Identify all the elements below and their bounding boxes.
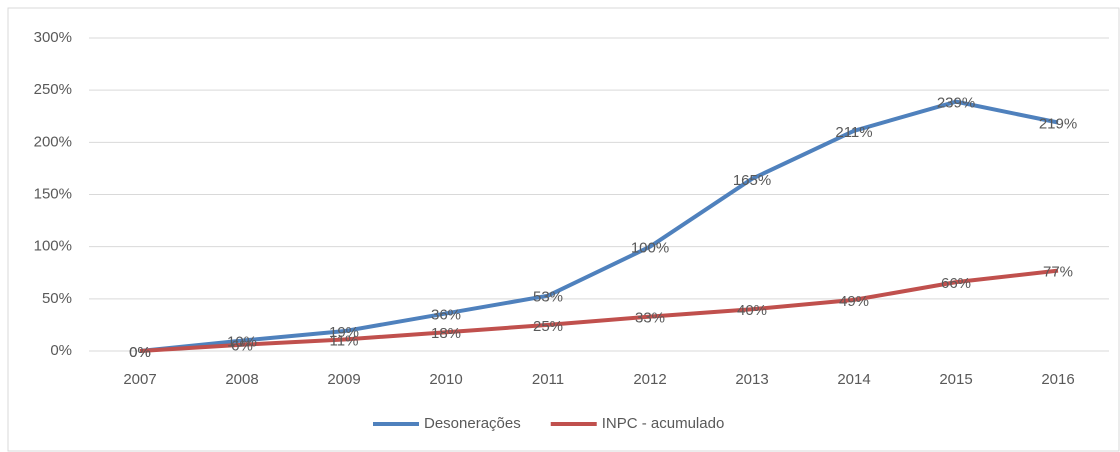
- data-label: 100%: [631, 240, 669, 257]
- data-label: 18%: [431, 325, 461, 342]
- data-label: 19%: [329, 324, 359, 341]
- x-tick-label: 2013: [735, 371, 768, 388]
- data-label: 6%: [231, 338, 253, 355]
- x-tick-label: 2015: [939, 371, 972, 388]
- y-tick-label: 150%: [34, 185, 72, 202]
- legend-label: INPC - acumulado: [602, 415, 725, 432]
- x-tick-label: 2008: [225, 371, 258, 388]
- data-label: 239%: [937, 95, 975, 112]
- data-label: 0%: [129, 344, 151, 361]
- y-tick-label: 200%: [34, 133, 72, 150]
- data-label: 219%: [1039, 115, 1077, 132]
- data-label: 211%: [835, 124, 872, 141]
- data-label: 66%: [941, 275, 971, 292]
- data-label: 25%: [533, 318, 563, 335]
- series-line: [139, 99, 1059, 353]
- y-tick-label: 100%: [34, 238, 72, 255]
- data-label: 165%: [733, 172, 771, 189]
- y-tick-label: 250%: [34, 81, 72, 98]
- series-line: [139, 268, 1059, 353]
- data-label: 49%: [839, 293, 869, 310]
- data-label: 53%: [533, 289, 563, 306]
- legend-label: Desonerações: [424, 415, 521, 432]
- x-tick-label: 2011: [532, 371, 564, 388]
- y-tick-label: 0%: [50, 342, 72, 359]
- data-label: 11%: [330, 332, 359, 349]
- data-label: 33%: [635, 310, 665, 327]
- chart-frame: [7, 7, 1120, 452]
- x-tick-label: 2010: [429, 371, 462, 388]
- y-tick-label: 300%: [34, 29, 72, 46]
- x-tick-label: 2009: [327, 371, 360, 388]
- data-label: 10%: [227, 334, 257, 351]
- data-label: 0%: [129, 344, 151, 361]
- data-label: 36%: [431, 306, 461, 323]
- x-tick-label: 2007: [123, 371, 156, 388]
- y-tick-label: 50%: [42, 290, 72, 307]
- data-label: 77%: [1043, 264, 1073, 281]
- x-tick-label: 2016: [1041, 371, 1074, 388]
- x-tick-label: 2014: [837, 371, 870, 388]
- data-label: 40%: [737, 302, 767, 319]
- x-tick-label: 2012: [633, 371, 666, 388]
